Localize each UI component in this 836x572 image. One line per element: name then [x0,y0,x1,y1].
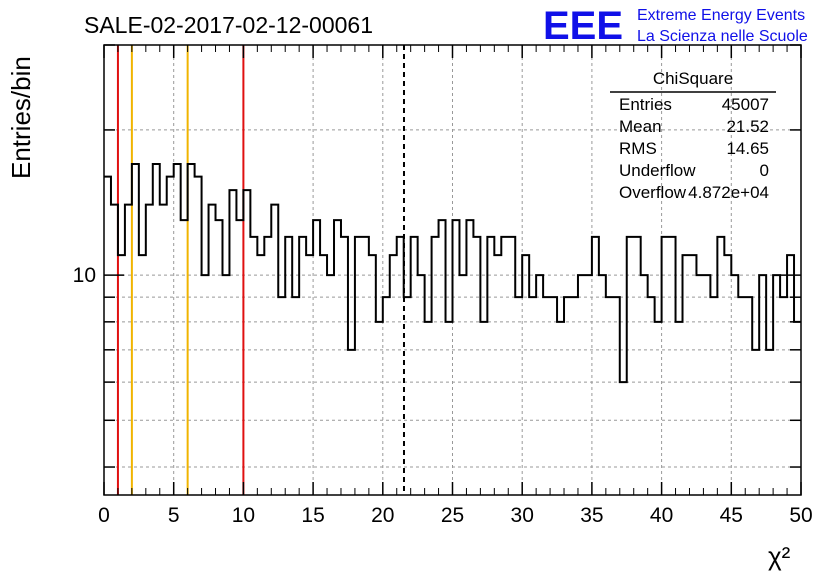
stats-value: 0 [760,161,769,180]
histogram-line [104,162,801,384]
eee-logo: EEE [543,4,623,48]
histogram [104,162,801,384]
x-tick-label: 0 [98,504,110,527]
stats-label: RMS [619,139,657,158]
stats-value: 4.872e+04 [688,183,769,202]
stats-label: Overflow [619,183,687,202]
x-tick-label: 50 [789,504,812,527]
chart-title: SALE-02-2017-02-12-00061 [84,12,373,38]
eee-brand: EEE Extreme Energy Events La Scienza nel… [543,4,808,48]
x-tick-label: 10 [232,504,255,527]
x-tick-label: 20 [371,504,394,527]
reference-lines [116,45,405,495]
brand-line-1: Extreme Energy Events [637,7,805,24]
x-tick-label: 30 [511,504,534,527]
brand-line-2: La Scienza nelle Scuole [637,28,808,45]
stats-value: 21.52 [726,117,769,136]
x-tick-label: 15 [301,504,324,527]
y-axis-label: Entries/bin [6,56,36,179]
x-tick-label: 40 [650,504,673,527]
x-tick-label: 5 [168,504,180,527]
x-tick-label: 35 [580,504,603,527]
x-tick-label: 25 [441,504,464,527]
axis-ticks: 0 5 10 15 20 25 30 35 40 45 50 10 [73,44,813,527]
x-axis-label: χ² [768,541,791,571]
x-tick-label: 45 [720,504,743,527]
stats-label: Underflow [619,161,696,180]
stats-title: ChiSquare [653,69,733,88]
stats-box: ChiSquare Entries 45007 Mean 21.52 RMS 14.65 U… [610,69,776,202]
stats-value: 45007 [722,95,769,114]
stats-label: Mean [619,117,662,136]
stats-value: 14.65 [726,139,769,158]
stats-label: Entries [619,95,672,114]
y-tick-label: 10 [73,264,96,287]
